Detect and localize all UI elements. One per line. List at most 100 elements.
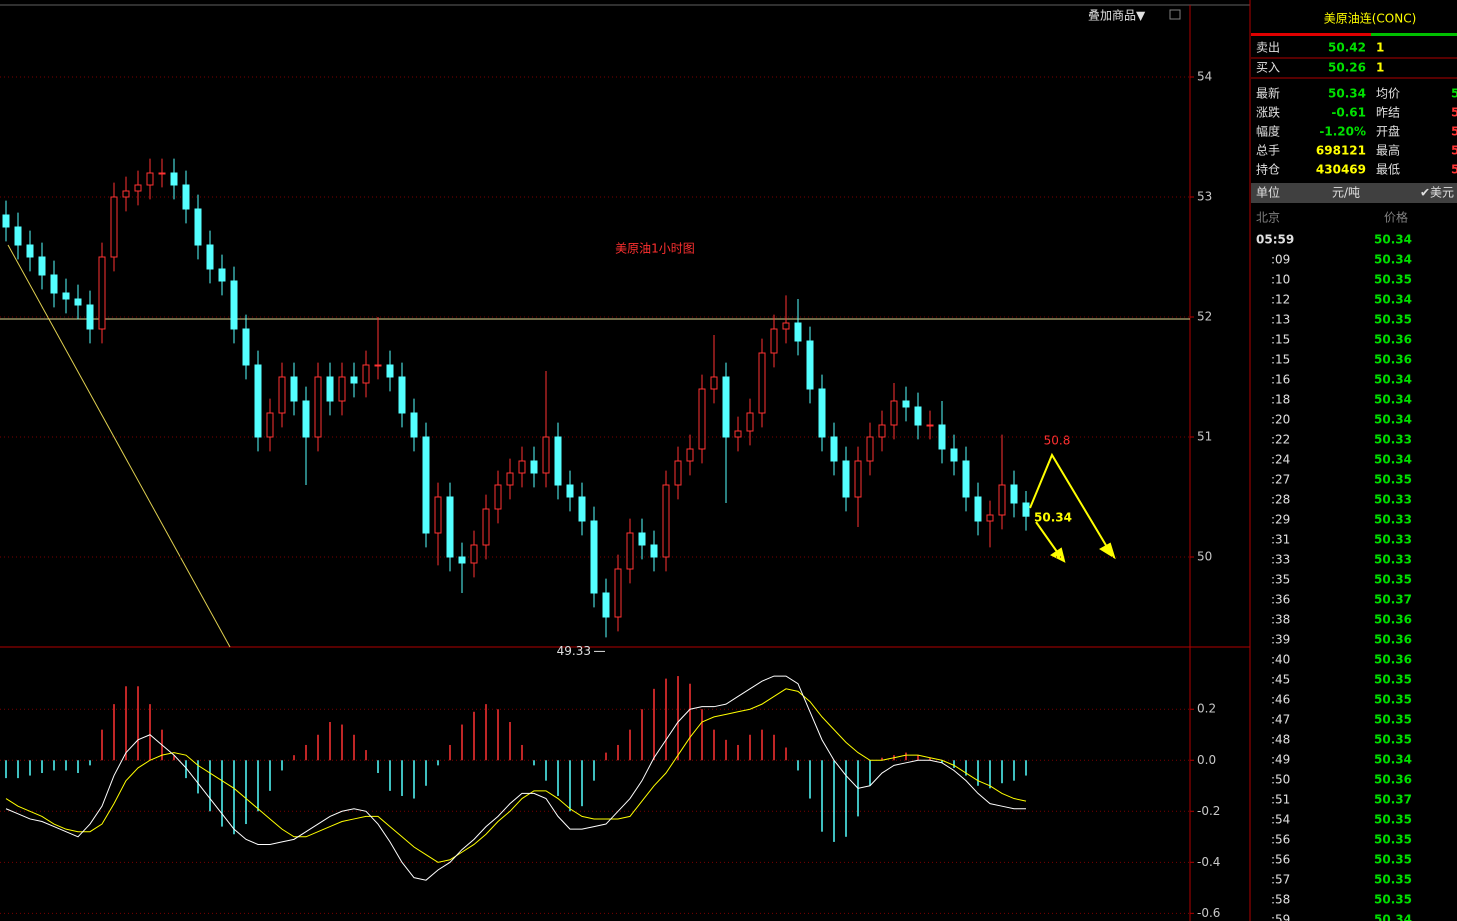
tick-price: 50.34 [1374, 453, 1412, 467]
candle-body [110, 196, 118, 258]
candle-body [326, 376, 334, 402]
candle-body [614, 568, 622, 618]
stat-label: 均价 [1376, 87, 1400, 101]
candle-body [674, 460, 682, 486]
candle-body [902, 400, 910, 408]
tick-price: 50.35 [1374, 853, 1412, 867]
candle-body [98, 256, 106, 330]
candle-body [74, 298, 82, 306]
tick-time: :27 [1271, 473, 1290, 487]
candle-body [290, 376, 298, 402]
tick-price: 50.36 [1374, 653, 1412, 667]
arrow-head [1099, 542, 1116, 560]
tick-time: :15 [1271, 333, 1290, 347]
candle-body [374, 364, 382, 367]
y-tick-label: 54 [1197, 70, 1212, 84]
arrow-path [1029, 452, 1111, 553]
sell-bar [1251, 33, 1371, 36]
tick-time: :20 [1271, 413, 1290, 427]
candle-body [890, 400, 898, 426]
stat-value: 5 [1451, 106, 1457, 120]
tick-price: 50.33 [1374, 493, 1412, 507]
tick-time: :56 [1271, 853, 1290, 867]
tick-price: 50.36 [1374, 633, 1412, 647]
stat-label: 最低 [1376, 163, 1400, 177]
stat-label: 昨结 [1376, 106, 1400, 120]
tick-price: 50.36 [1374, 773, 1412, 787]
candle-body [830, 436, 838, 462]
stat-value: 5 [1451, 125, 1457, 139]
tick-time: :22 [1271, 433, 1290, 447]
arrow-head [1050, 547, 1066, 563]
chart-title: 美原油1小时图 [615, 242, 695, 256]
stat-value: 5 [1451, 163, 1457, 177]
candle-body [866, 436, 874, 462]
tick-price: 50.35 [1374, 313, 1412, 327]
tick-time: :33 [1271, 553, 1290, 567]
tick-time: :29 [1271, 513, 1290, 527]
stat-value: 698121 [1316, 144, 1366, 158]
tick-price: 50.36 [1374, 613, 1412, 627]
tick-time: :39 [1271, 633, 1290, 647]
candle-body [242, 328, 250, 366]
candle-body [338, 376, 346, 402]
candle-body [470, 544, 478, 564]
tick-time: :56 [1271, 833, 1290, 847]
candle-body [662, 484, 670, 558]
overlay-button[interactable]: 叠加商品▼ [1088, 8, 1146, 23]
tick-time: :36 [1271, 593, 1290, 607]
tick-time: :58 [1271, 893, 1290, 907]
candle-body [146, 172, 154, 186]
drawn-trend-line [7, 244, 231, 648]
tick-price: 50.34 [1374, 913, 1412, 921]
candle-body [878, 424, 886, 438]
candle-body [398, 376, 406, 414]
tick-price: 50.35 [1374, 273, 1412, 287]
candle-body [26, 244, 34, 258]
candle-body [302, 400, 310, 438]
last-price-label: 50.34 [1034, 511, 1072, 525]
tick-price: 50.36 [1374, 333, 1412, 347]
candle-body [578, 496, 586, 522]
y-tick-label: 52 [1197, 310, 1212, 324]
candle-body [206, 244, 214, 270]
y-tick-label: 51 [1197, 430, 1212, 444]
candle-body [86, 304, 94, 330]
tick-price: 50.33 [1374, 533, 1412, 547]
tick-price: 50.37 [1374, 793, 1412, 807]
panel-title: 美原油连(CONC) [1324, 11, 1417, 26]
candle-body [314, 376, 322, 438]
tick-price: 50.34 [1374, 293, 1412, 307]
window-icon[interactable] [1169, 9, 1181, 20]
tick-time: :35 [1271, 573, 1290, 587]
candle-body [842, 460, 850, 498]
tick-time: :45 [1271, 673, 1290, 687]
candle-body [1010, 484, 1018, 504]
min-label: 49.33 [557, 644, 591, 658]
tick-time: :38 [1271, 613, 1290, 627]
ticks-header: 北京 [1256, 211, 1280, 225]
currency-toggle[interactable]: ✔美元 [1420, 186, 1454, 200]
quote-volume: 1 [1376, 41, 1384, 55]
quote-label: 卖出 [1256, 41, 1280, 55]
candle-body [446, 496, 454, 558]
stat-label: 涨跌 [1256, 105, 1280, 120]
candle-body [122, 190, 130, 198]
ticks-header: 价格 [1384, 210, 1408, 225]
tick-time: :48 [1271, 733, 1290, 747]
tick-price: 50.34 [1374, 253, 1412, 267]
tick-time: :59 [1271, 913, 1290, 921]
stat-label: 幅度 [1256, 124, 1280, 139]
arrow-path [1035, 521, 1061, 557]
tick-time: :12 [1271, 293, 1290, 307]
candle-body [530, 460, 538, 474]
tick-time: :57 [1271, 873, 1290, 887]
tick-price: 50.35 [1374, 813, 1412, 827]
candle-body [986, 514, 994, 522]
candle-body [914, 406, 922, 426]
tick-time: :18 [1271, 393, 1290, 407]
candle-body [494, 484, 502, 510]
stat-label: 开盘 [1376, 124, 1400, 139]
candle-body [938, 424, 946, 450]
tick-price: 50.36 [1374, 353, 1412, 367]
